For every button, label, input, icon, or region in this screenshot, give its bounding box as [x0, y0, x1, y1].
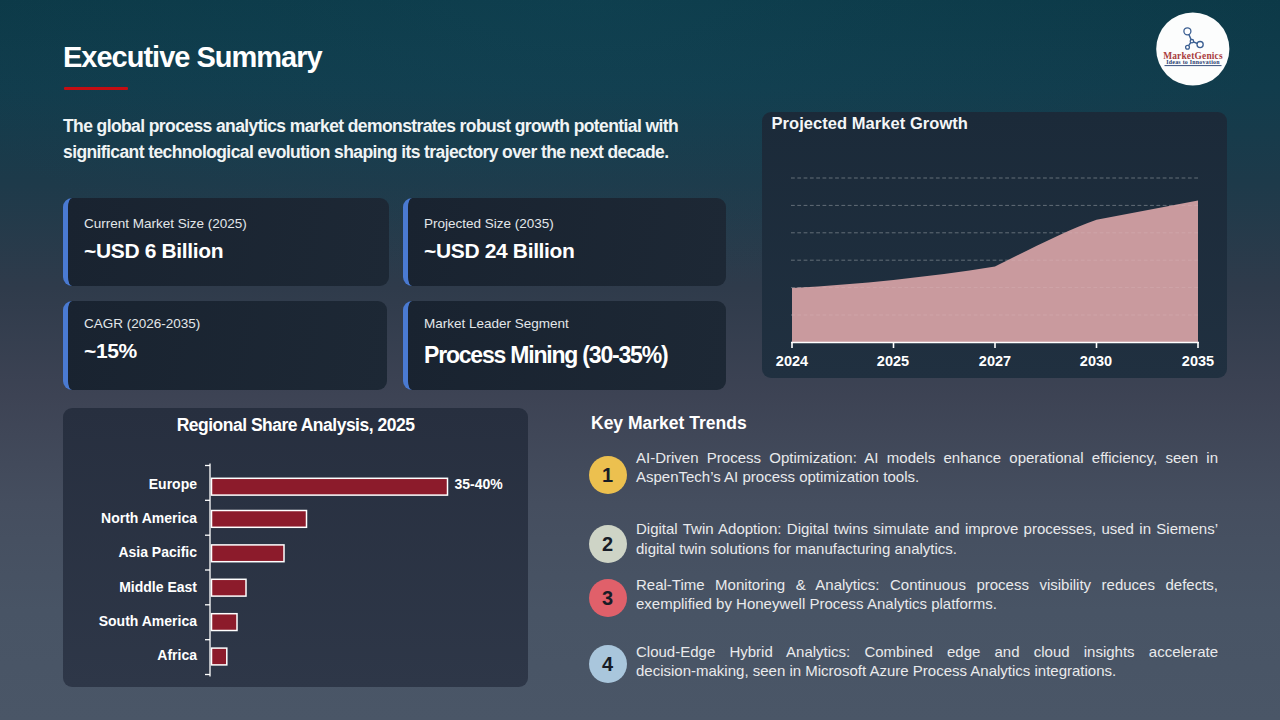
svg-text:Ideas to Innovation: Ideas to Innovation [1166, 59, 1220, 65]
